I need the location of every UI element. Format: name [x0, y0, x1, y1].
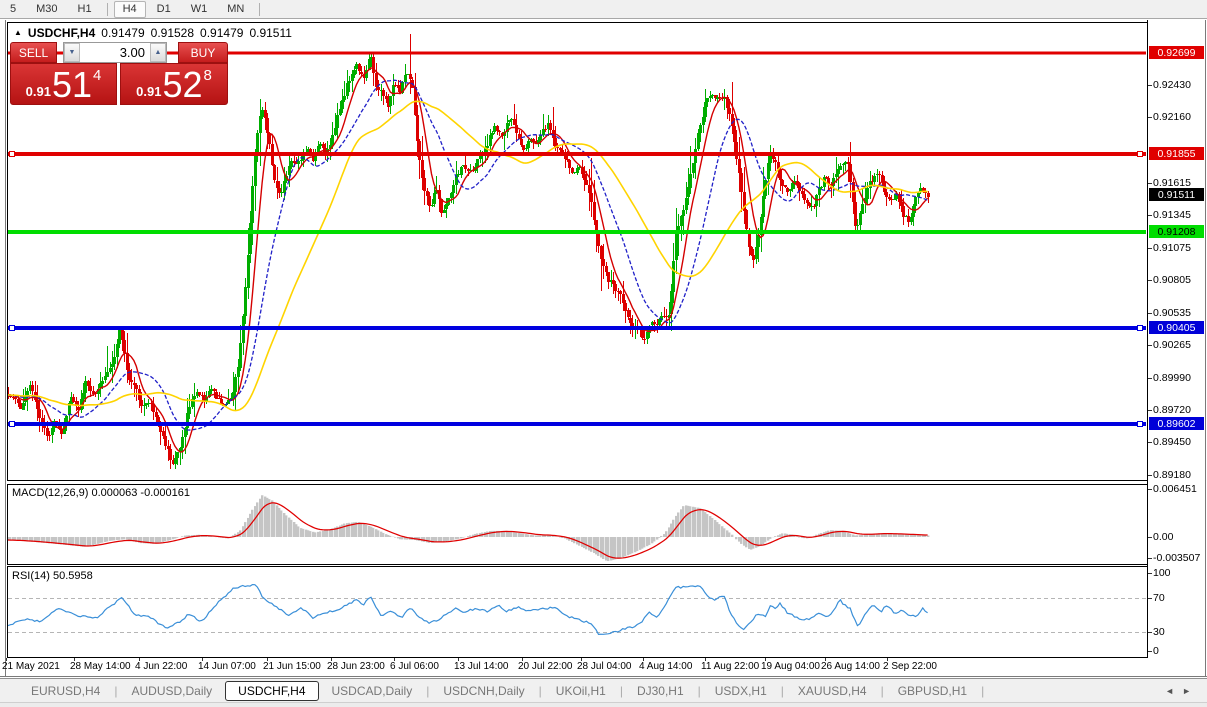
rsi-indicator-label: RSI(14) 50.5958 [12, 570, 93, 582]
quote-open: 0.91479 [101, 26, 145, 40]
timeframe-button-w1[interactable]: W1 [190, 2, 208, 15]
quote-close: 0.91511 [249, 26, 292, 40]
toolbar-separator [106, 2, 108, 16]
sell-price-main: 51 [51, 64, 92, 105]
price-badge: 0.91855 [1149, 147, 1204, 160]
tab-separator: | [981, 683, 985, 698]
chart-tab-usdchf[interactable]: USDCHF,H4 [225, 680, 319, 701]
time-axis-label: 19 Aug 04:00 [761, 661, 820, 672]
time-axis-label: 13 Jul 14:00 [454, 661, 509, 672]
price-tick-label: 0.90535 [1153, 307, 1191, 319]
toolbar-separator [259, 2, 261, 16]
rsi-scale-label: 0 [1153, 645, 1159, 657]
chart-tab-usdcnh[interactable]: USDCNH,Daily [443, 683, 525, 698]
timeframe-button-5[interactable]: 5 [10, 2, 17, 15]
chart-canvas[interactable] [0, 20, 1207, 677]
timeframe-button-h1[interactable]: H1 [77, 2, 92, 15]
tab-separator: | [780, 683, 784, 698]
price-badge: 0.91511 [1149, 188, 1204, 201]
macd-scale-label: 0.006451 [1153, 483, 1197, 495]
chart-symbol-period: USDCHF,H4 [27, 26, 96, 40]
chart-tab-xauusd[interactable]: XAUUSD,H4 [797, 683, 867, 698]
price-tick-label: 0.89180 [1153, 469, 1191, 481]
sell-button[interactable]: SELL [10, 42, 57, 63]
rsi-scale-label: 30 [1153, 626, 1165, 638]
tab-separator: | [880, 683, 884, 698]
price-tick-label: 0.92430 [1153, 79, 1191, 91]
buy-price-pip: 8 [203, 67, 212, 84]
timeframe-button-d1[interactable]: D1 [156, 2, 171, 15]
time-axis-label: 11 Aug 22:00 [701, 661, 760, 672]
macd-indicator-label: MACD(12,26,9) 0.000063 -0.000161 [12, 487, 190, 499]
chart-tab-usdcad[interactable]: USDCAD,Daily [331, 683, 413, 698]
rsi-scale-label: 70 [1153, 592, 1165, 604]
time-axis-label: 28 Jul 04:00 [577, 661, 632, 672]
price-badge: 0.92699 [1149, 46, 1204, 59]
rsi-scale-label: 100 [1153, 567, 1171, 579]
quote-high: 0.91528 [150, 26, 195, 40]
quote-low: 0.91479 [200, 26, 244, 40]
timeframe-button-mn[interactable]: MN [227, 2, 245, 15]
time-axis-label: 28 May 14:00 [70, 661, 131, 672]
tab-scroll-arrows[interactable]: ◄► [1165, 686, 1199, 696]
one-click-trading-panel: SELL ▼ ▲ BUY 0.91 51 4 0.91 52 8 [10, 42, 228, 105]
sell-price-display[interactable]: 0.91 51 4 [10, 63, 117, 105]
chart-tab-eurusd[interactable]: EURUSD,H4 [31, 683, 101, 698]
collapse-triangle-icon[interactable]: ▲ [14, 27, 22, 37]
time-axis-label: 28 Jun 23:00 [327, 661, 385, 672]
price-tick-label: 0.89720 [1153, 404, 1191, 416]
volume-decrease-button[interactable]: ▼ [64, 43, 80, 62]
bottom-strip [0, 702, 1207, 707]
chart-tab-audusd[interactable]: AUDUSD,Daily [131, 683, 213, 698]
time-axis-label: 2 Sep 22:00 [883, 661, 937, 672]
price-tick-label: 0.91075 [1153, 242, 1191, 254]
chart-tab-bar: EURUSD,H4 | AUDUSD,Daily USDCHF,H4 USDCAD,Da… [0, 678, 1207, 702]
time-axis-label: 26 Aug 14:00 [821, 661, 880, 672]
volume-input[interactable] [80, 43, 150, 62]
sell-price-prefix: 0.91 [25, 84, 51, 99]
tab-separator: | [538, 683, 542, 698]
price-tick-label: 0.92160 [1153, 111, 1191, 123]
timeframe-button-m30[interactable]: M30 [36, 2, 58, 15]
timeframe-toolbar: 5 M30 H1 H4 D1 W1 MN [0, 0, 1207, 19]
buy-price-prefix: 0.91 [136, 84, 162, 99]
price-badge: 0.90405 [1149, 321, 1204, 334]
macd-scale-label: -0.003507 [1153, 552, 1201, 564]
price-tick-label: 0.90265 [1153, 339, 1191, 351]
chart-tab-gbpusd[interactable]: GBPUSD,H1 [897, 683, 968, 698]
buy-price-main: 52 [162, 64, 203, 105]
volume-spinner: ▼ ▲ [63, 42, 167, 63]
time-axis-label: 6 Jul 06:00 [390, 661, 439, 672]
price-tick-label: 0.90805 [1153, 274, 1191, 286]
time-axis-label: 21 May 2021 [2, 661, 60, 672]
tab-separator: | [114, 683, 118, 698]
price-badge: 0.91208 [1149, 225, 1204, 238]
chart-tab-usdx[interactable]: USDX,H1 [714, 683, 767, 698]
chart-tab-ukoil[interactable]: UKOil,H1 [555, 683, 606, 698]
price-tick-label: 0.89990 [1153, 372, 1191, 384]
price-badge: 0.89602 [1149, 417, 1204, 430]
timeframe-button-h4[interactable]: H4 [113, 0, 146, 18]
time-axis-label: 21 Jun 15:00 [263, 661, 321, 672]
tab-separator: | [697, 683, 701, 698]
time-axis-label: 20 Jul 22:00 [518, 661, 573, 672]
time-axis-label: 14 Jun 07:00 [198, 661, 256, 672]
price-tick-label: 0.91615 [1153, 177, 1191, 189]
buy-price-display[interactable]: 0.91 52 8 [120, 63, 228, 105]
macd-scale-label: 0.00 [1153, 531, 1174, 543]
tab-separator: | [619, 683, 623, 698]
buy-button[interactable]: BUY [178, 42, 228, 63]
time-axis-label: 4 Aug 14:00 [639, 661, 693, 672]
time-axis-label: 4 Jun 22:00 [135, 661, 188, 672]
sell-price-pip: 4 [93, 67, 102, 84]
volume-increase-button[interactable]: ▲ [150, 43, 166, 62]
chart-title: ▲ USDCHF,H4 0.91479 0.91528 0.91479 0.91… [14, 26, 292, 40]
tab-separator: | [426, 683, 430, 698]
chart-tab-dj30[interactable]: DJ30,H1 [636, 683, 684, 698]
price-tick-label: 0.89450 [1153, 436, 1191, 448]
price-tick-label: 0.91345 [1153, 209, 1191, 221]
